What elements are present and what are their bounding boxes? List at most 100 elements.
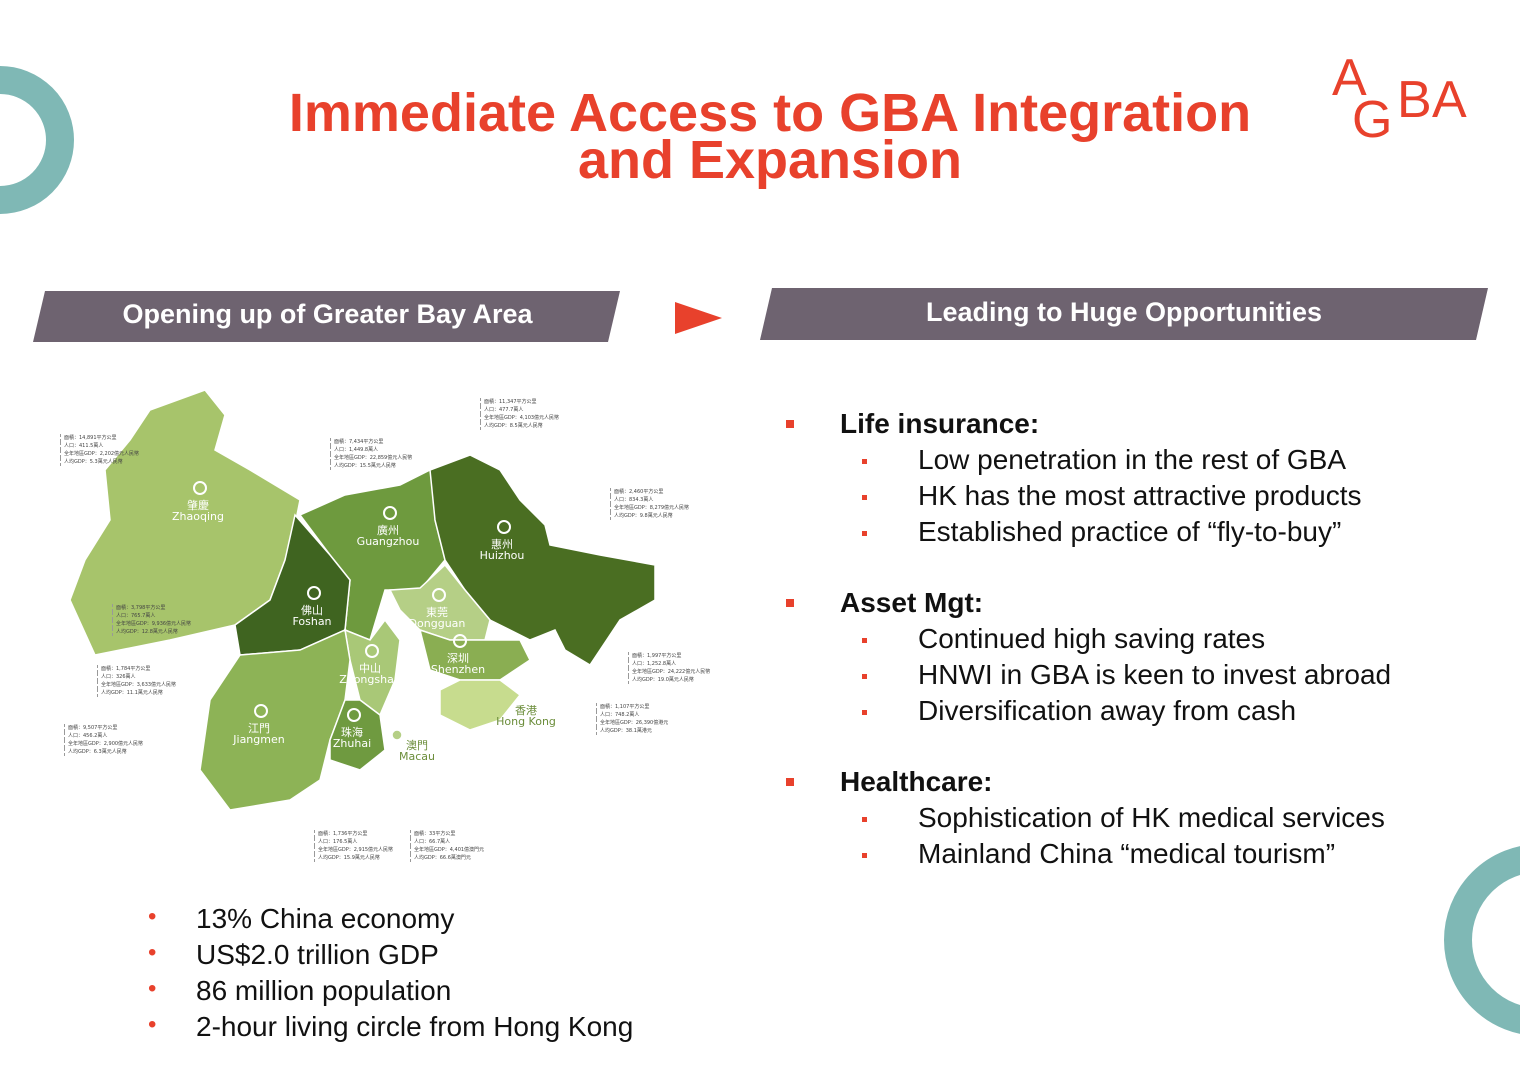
map-stat: 面積：9,507平方公里 (64, 724, 117, 732)
city-label: Shenzhen (430, 663, 486, 676)
city-label: Huizhou (479, 549, 525, 562)
map-stat: 人均GDP：6.3萬元人民幣 (64, 748, 127, 756)
item-text: Established practice of “fly-to-buy” (918, 516, 1342, 547)
bullet (862, 531, 867, 536)
pin (497, 520, 511, 534)
map-stat: 面積：1,784平方公里 (97, 665, 150, 673)
decor-arc (1444, 846, 1520, 1034)
map-stat: 人均GDP：15.5萬元人民幣 (330, 462, 396, 470)
city-label: Foshan (292, 615, 332, 628)
map-stat: 人均GDP：66.6萬澳門元 (410, 854, 471, 862)
map-stat: 人均GDP：38.1萬港元 (596, 727, 652, 735)
map-stat: 全年地區GDP：26,390億港元 (596, 719, 668, 727)
map-stat: 全年地區GDP：22,859億元人民幣 (330, 454, 412, 462)
map-stat: 面積：14,891平方公里 (60, 434, 117, 442)
map-stat: 人口：326萬人 (97, 673, 136, 681)
city-label: 肇慶 (187, 499, 209, 512)
section-heading: Leading to Huge Opportunities (926, 297, 1322, 327)
map-stat: 面積：33平方公里 (410, 830, 455, 838)
title: Immediate Access to GBA Integration (288, 83, 1252, 143)
pin (521, 686, 535, 700)
section-title: Asset Mgt: (840, 587, 984, 618)
bullet (786, 599, 794, 607)
section-heading: Opening up of Greater Bay Area (122, 299, 533, 329)
map-stat: 全年地區GDP：4,103億元人民幣 (480, 414, 559, 422)
bullet (862, 638, 867, 643)
logo-letter: A (1332, 49, 1367, 107)
heading-band (760, 288, 1488, 340)
map-stat: 面積：11,347平方公里 (480, 398, 537, 406)
city-label: 佛山 (301, 604, 323, 617)
city-label: Guangzhou (356, 535, 420, 548)
city-label: 珠海 (341, 726, 363, 739)
bullet (862, 674, 867, 679)
map-stat: 全年地區GDP：2,202億元人民幣 (60, 450, 139, 458)
bullet (862, 817, 867, 822)
pin (432, 588, 446, 602)
city-label: Macau (399, 750, 435, 763)
city-label: Zhaoqing (172, 510, 224, 523)
bullet (786, 420, 794, 428)
map-stat: 全年地區GDP：3,633億元人民幣 (97, 681, 176, 689)
item-text: HK has the most attractive products (918, 480, 1362, 511)
city-label: Zhuhai (332, 737, 372, 750)
map-stat: 人均GDP：9.8萬元人民幣 (610, 512, 673, 520)
map-stat: 面積：1,107平方公里 (596, 703, 649, 711)
item-text: Continued high saving rates (918, 623, 1266, 654)
map-stat: 全年地區GDP：24,222億元人民幣 (628, 668, 710, 676)
section-title: Healthcare: (840, 766, 993, 797)
bullet: • (148, 975, 157, 1002)
city-label: Dongguan (408, 617, 466, 630)
map-stat: 全年地區GDP：2,900億元人民幣 (64, 740, 143, 748)
logo-letter: B (1397, 71, 1432, 129)
section-title: Life insurance: (840, 408, 1040, 439)
city-label: 香港 (515, 704, 537, 717)
map-stat: 面積：1,997平方公里 (628, 652, 681, 660)
item-text: Low penetration in the rest of GBA (918, 444, 1347, 475)
bullet (862, 459, 867, 464)
map-stat: 人口：456.2萬人 (64, 732, 107, 740)
map-stat: 面積：1,736平方公里 (314, 830, 367, 838)
map-stat: 人均GDP：11.1萬元人民幣 (97, 689, 163, 697)
bullet-text: US$2.0 trillion GDP (196, 939, 439, 970)
logo-letter: G (1352, 91, 1393, 149)
map-stat: 人口：411.5萬人 (60, 442, 103, 450)
decor-arc (0, 66, 74, 214)
item-text: Sophistication of HK medical services (918, 802, 1385, 833)
map-stat: 人均GDP：5.3萬元人民幣 (60, 458, 123, 466)
map-stat: 人口：834.3萬人 (610, 496, 653, 504)
bullet: • (148, 939, 157, 966)
pin (412, 721, 426, 735)
city-label: Zhongshan (339, 673, 401, 686)
map-stat: 人口：748.2萬人 (596, 711, 639, 719)
pin (307, 586, 321, 600)
bullet: • (148, 1011, 157, 1038)
map-stat: 人口：765.7萬人 (112, 612, 155, 620)
map-stat: 全年地區GDP：4,401億澳門元 (410, 846, 484, 854)
bullet-text: 86 million population (196, 975, 452, 1006)
heading-band (33, 291, 620, 342)
city-label: Hong Kong (496, 715, 556, 728)
map-stat: 人均GDP：19.0萬元人民幣 (628, 676, 694, 684)
pin (254, 704, 268, 718)
logo-letter: A (1432, 71, 1467, 129)
bullet-text: 13% China economy (196, 903, 455, 934)
pin (365, 644, 379, 658)
bullet (862, 853, 867, 858)
item-text: Diversification away from cash (918, 695, 1297, 726)
map-stat: 人口：1,252.8萬人 (628, 660, 676, 668)
map-stat: 全年地區GDP：2,915億元人民幣 (314, 846, 393, 854)
city-label: Jiangmen (233, 733, 285, 746)
pin (347, 708, 361, 722)
city-label: 廣州 (377, 524, 399, 537)
bullet (862, 710, 867, 715)
item-text: Mainland China “medical tourism” (918, 838, 1336, 869)
map-stat: 面積：7,434平方公里 (330, 438, 383, 446)
city-label: 惠州 (491, 538, 513, 551)
map-stat: 人均GDP：12.8萬元人民幣 (112, 628, 178, 636)
city-label: 深圳 (447, 652, 469, 665)
bullet (786, 778, 794, 786)
logo: A B A G (1332, 48, 1482, 149)
